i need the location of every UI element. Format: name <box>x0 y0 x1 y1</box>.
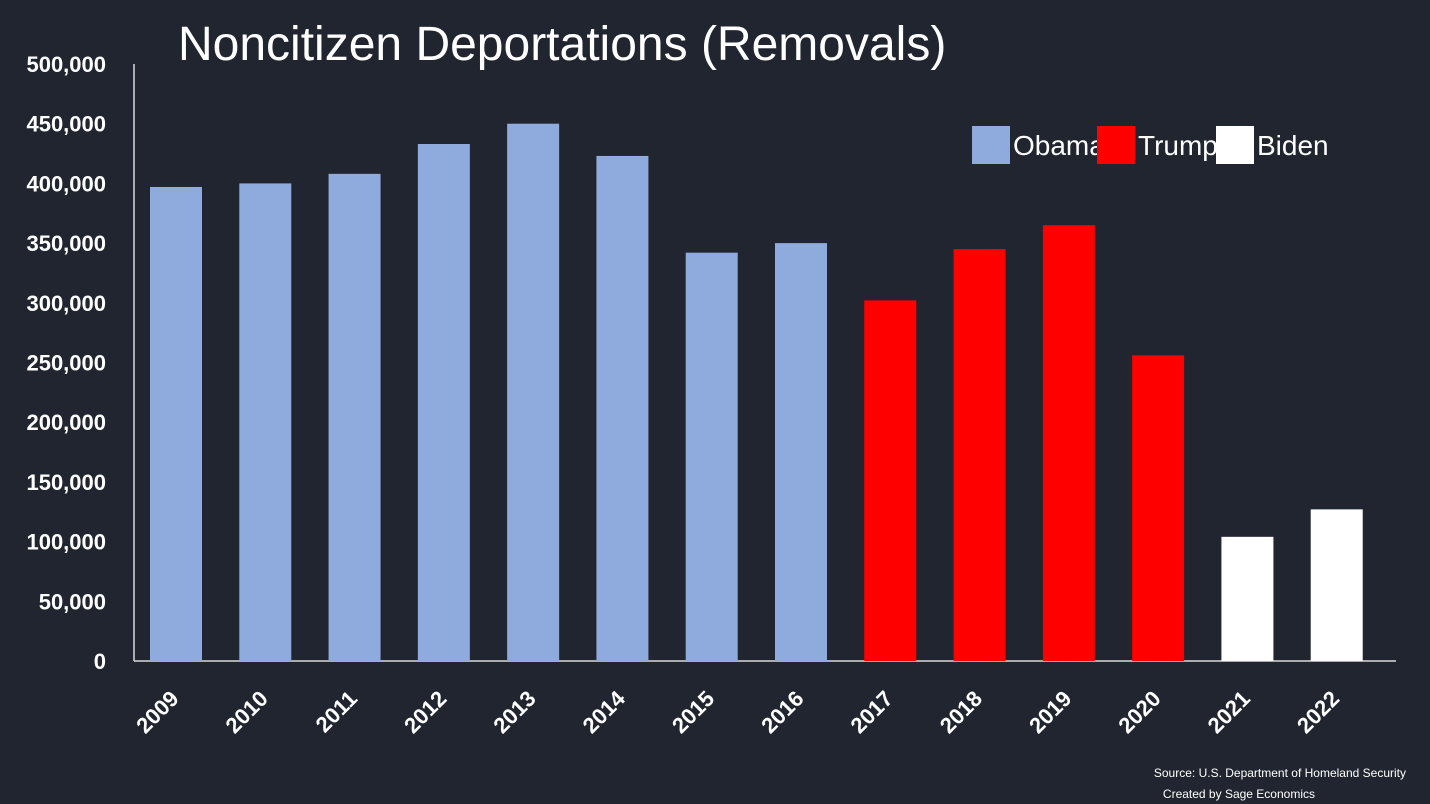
bar-2010 <box>239 183 292 661</box>
bar-2011 <box>328 173 381 661</box>
x-tick-label: 2017 <box>846 686 898 738</box>
bar-2017 <box>864 300 917 661</box>
legend-label-biden: Biden <box>1257 130 1329 161</box>
bar-2018 <box>953 249 1006 661</box>
x-tick-label: 2021 <box>1203 686 1255 738</box>
x-tick-label: 2020 <box>1113 686 1165 738</box>
bar-2012 <box>417 143 470 662</box>
x-axis-labels: 2009 2010 2011 2012 2013 2014 2015 2016 2017 2018… <box>131 685 1344 738</box>
y-tick-label: 200,000 <box>26 410 106 435</box>
legend-swatch-biden <box>1216 126 1254 164</box>
y-tick-label: 150,000 <box>26 470 106 495</box>
x-tick-label: 2015 <box>667 686 719 738</box>
x-tick-label: 2012 <box>399 686 451 738</box>
bar-2009 <box>150 186 202 661</box>
y-tick-label: 50,000 <box>39 589 106 614</box>
bars <box>150 123 1363 662</box>
y-tick-label: 100,000 <box>26 530 106 555</box>
chart-title: Noncitizen Deportations (Removals) <box>178 18 946 71</box>
bar-2020 <box>1132 355 1185 661</box>
legend-label-obama: Obama <box>1013 130 1105 161</box>
y-tick-label: 0 <box>94 649 106 674</box>
y-axis: 0 50,000 100,000 150,000 200,000 250,000 300,0… <box>26 52 1396 674</box>
legend-swatch-obama <box>972 126 1010 164</box>
bar-2013 <box>507 123 560 661</box>
legend-label-trump: Trump <box>1138 130 1218 161</box>
bar-2021 <box>1221 536 1274 661</box>
legend: Obama Trump Biden <box>972 126 1329 164</box>
x-tick-label: 2022 <box>1292 686 1344 738</box>
y-tick-label: 350,000 <box>26 231 106 256</box>
bar-2015 <box>685 252 738 662</box>
bar-2022 <box>1310 509 1363 661</box>
credit-text: Created by Sage Economics <box>1163 787 1315 801</box>
x-tick-label: 2010 <box>221 686 273 738</box>
legend-swatch-trump <box>1097 126 1135 164</box>
y-tick-label: 300,000 <box>26 291 106 316</box>
bar-2019 <box>1042 225 1095 661</box>
y-tick-label: 400,000 <box>26 171 106 196</box>
x-tick-label: 2019 <box>1024 686 1076 738</box>
x-tick-label: 2009 <box>131 686 183 738</box>
y-tick-label: 500,000 <box>26 52 106 77</box>
x-tick-label: 2018 <box>935 686 987 738</box>
x-tick-label: 2013 <box>488 686 540 738</box>
bar-2014 <box>596 155 649 662</box>
bar-2016 <box>775 243 827 661</box>
source-text: Source: U.S. Department of Homeland Secu… <box>1154 766 1406 780</box>
x-tick-label: 2011 <box>311 686 362 737</box>
y-tick-label: 250,000 <box>26 351 106 376</box>
y-tick-label: 450,000 <box>26 112 106 137</box>
x-tick-label: 2016 <box>756 686 808 738</box>
x-tick-label: 2014 <box>578 685 631 738</box>
